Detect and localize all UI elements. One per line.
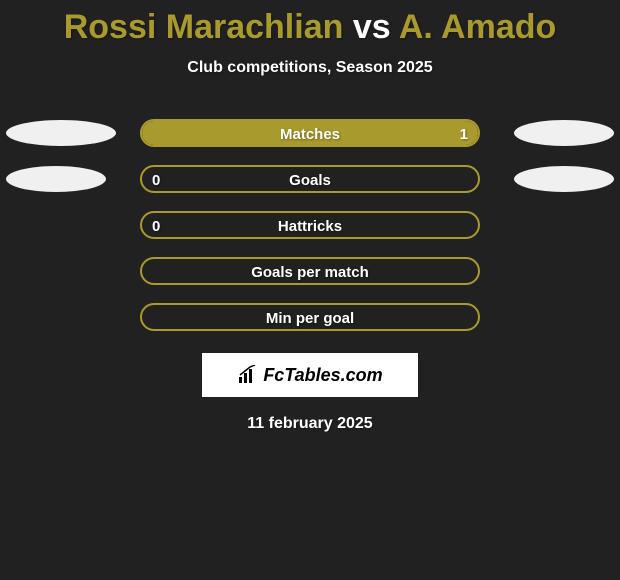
stat-pill: Matches1 [140,119,480,147]
logo-box: FcTables.com [202,353,418,397]
right-ellipse [514,120,614,146]
stat-row: Min per goal [0,303,620,331]
player1-name: Rossi Marachlian [64,8,344,46]
stat-row: Hattricks0 [0,211,620,239]
stat-pill: Min per goal [140,303,480,331]
stat-label: Goals [142,167,478,193]
logo-text: FcTables.com [263,365,382,386]
stat-pill: Hattricks0 [140,211,480,239]
stat-pill: Goals0 [140,165,480,193]
stat-row: Matches1 [0,119,620,147]
logo: FcTables.com [237,365,382,386]
left-ellipse [6,120,116,146]
stat-left-value: 0 [152,213,160,239]
subtitle: Club competitions, Season 2025 [0,59,620,77]
stat-right-value: 1 [460,121,468,147]
stat-pill: Goals per match [140,257,480,285]
stat-left-value: 0 [152,167,160,193]
stat-label: Matches [142,121,478,147]
right-ellipse [514,166,614,192]
comparison-title: Rossi Marachlian vs A. Amado [0,0,620,47]
vs-word: vs [353,8,391,46]
stat-label: Min per goal [142,305,478,331]
stat-rows: Matches1Goals0Hattricks0Goals per matchM… [0,119,620,331]
stat-label: Goals per match [142,259,478,285]
stat-label: Hattricks [142,213,478,239]
stat-row: Goals0 [0,165,620,193]
left-ellipse [6,166,106,192]
stat-row: Goals per match [0,257,620,285]
player2-name: A. Amado [399,8,556,46]
date-text: 11 february 2025 [0,415,620,433]
chart-icon [237,365,259,385]
